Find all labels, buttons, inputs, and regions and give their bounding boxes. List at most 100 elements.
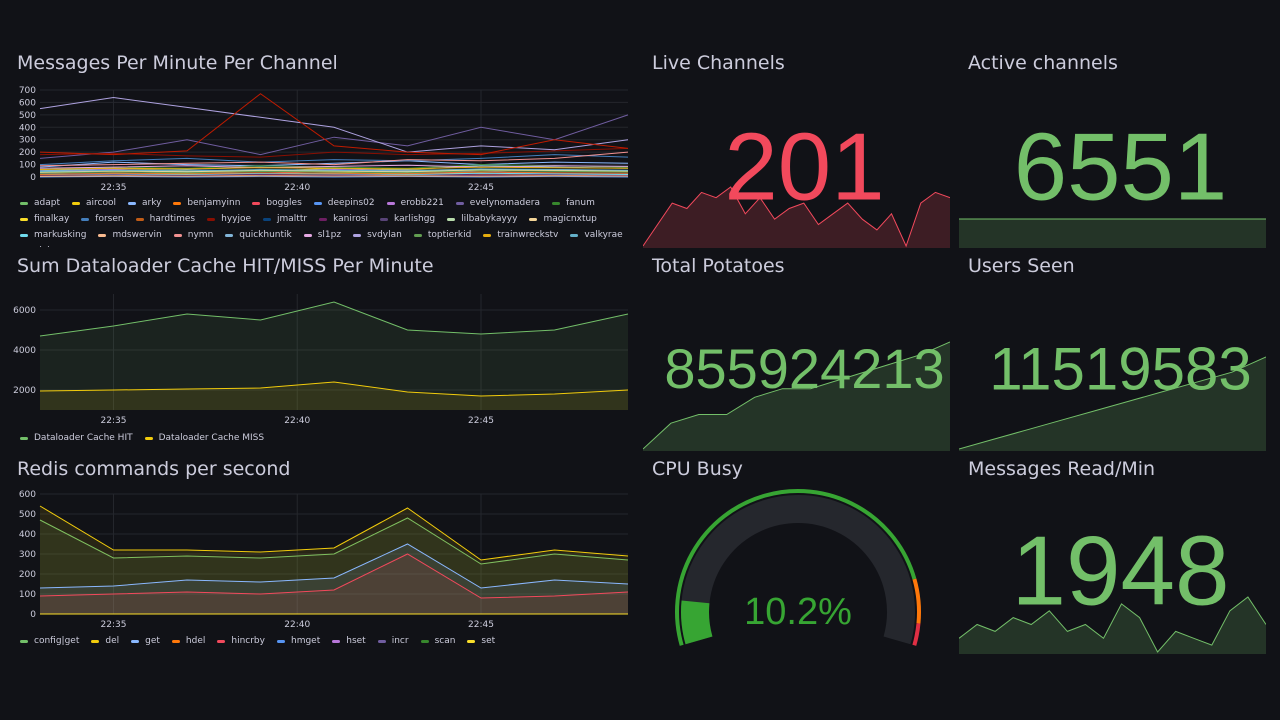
series-line xyxy=(39,93,629,156)
legend-label: Dataloader Cache HIT xyxy=(34,433,133,443)
legend-swatch xyxy=(72,201,80,205)
stat-value: 1948 xyxy=(1011,515,1229,625)
x-tick-label: 22:40 xyxy=(284,183,310,193)
series-line xyxy=(39,151,629,167)
sparkline xyxy=(643,186,950,248)
panel-title: Live Channels xyxy=(652,52,785,74)
legend-label: nymn xyxy=(187,230,214,240)
legend-label: kanirosi xyxy=(333,214,369,224)
series-area xyxy=(40,518,628,614)
series-area xyxy=(40,302,628,410)
series-line xyxy=(39,543,629,589)
legend-item: xqc xyxy=(62,244,92,248)
legend-label: markusking xyxy=(34,230,87,240)
legend-swatch xyxy=(20,217,28,221)
legend-item: hardtimes xyxy=(135,212,196,226)
panel-title: Users Seen xyxy=(968,255,1075,277)
legend: Dataloader Cache HIT Dataloader Cache MIS… xyxy=(20,431,632,445)
gauge-threshold xyxy=(912,578,921,624)
legend-label: lilbabykayyy xyxy=(461,214,518,224)
legend-swatch xyxy=(173,233,182,237)
series-line xyxy=(39,172,629,176)
legend-swatch xyxy=(483,233,492,237)
legend-item: forsen xyxy=(81,212,124,226)
series-line xyxy=(39,168,629,172)
legend-swatch xyxy=(131,639,140,643)
legend: adapt aircool arky benjamyinn boggles deepins… xyxy=(20,196,632,248)
legend-label: config|get xyxy=(34,636,80,646)
legend-label: svdylan xyxy=(367,230,402,240)
legend-swatch xyxy=(144,436,153,440)
legend-item: get xyxy=(131,634,160,648)
panel-title: Redis commands per second xyxy=(17,458,291,480)
series-area xyxy=(40,554,628,614)
legend-label: evelynomadera xyxy=(469,198,540,208)
legend-label: set xyxy=(481,636,496,646)
chart: 2000 4000 6000 22:35 22:40 22:45 xyxy=(13,294,629,426)
legend-label: quickhuntik xyxy=(239,230,292,240)
stat-value: 11519583 xyxy=(989,336,1252,403)
legend-label: deepins02 xyxy=(327,198,375,208)
legend-label: adapt xyxy=(34,198,60,208)
legend-swatch xyxy=(173,201,182,205)
series-line xyxy=(39,164,629,169)
legend-label: valkyrae xyxy=(584,230,623,240)
panel-title: Messages Read/Min xyxy=(968,458,1156,480)
legend-item: finalkay xyxy=(20,212,69,226)
panel: 2000 4000 6000 22:35 22:40 22:45 Dataloader Ca… xyxy=(8,248,638,451)
legend-swatch xyxy=(377,639,386,643)
series-line xyxy=(39,147,629,158)
legend: config|get del get hdel hincrby hmget hset incr… xyxy=(20,634,632,648)
legend-item: fanum xyxy=(551,196,595,210)
y-tick-label: 500 xyxy=(19,111,36,121)
legend-swatch xyxy=(529,217,538,221)
legend-swatch xyxy=(380,217,389,221)
legend-swatch xyxy=(171,639,180,643)
series-line xyxy=(39,160,629,168)
series-line xyxy=(39,173,629,176)
legend-item: benjamyinn xyxy=(173,196,240,210)
legend-label: hardtimes xyxy=(149,214,196,224)
legend-label: aircool xyxy=(86,198,116,208)
stat: 1948 xyxy=(959,515,1266,654)
legend-item: arky xyxy=(127,196,161,210)
series-line xyxy=(39,154,629,166)
legend-item: jmalttr xyxy=(263,212,307,226)
legend-swatch xyxy=(353,233,362,237)
legend-label: hyyjoe xyxy=(221,214,252,224)
legend-item: incr xyxy=(377,634,409,648)
stat: 11519583 xyxy=(959,336,1266,451)
legend-swatch xyxy=(252,201,261,205)
legend-swatch xyxy=(447,217,456,221)
sparkline xyxy=(643,341,950,450)
panel: 6551 Active channels xyxy=(959,45,1266,248)
legend-swatch xyxy=(225,233,234,237)
legend-item: karlishgg xyxy=(380,212,435,226)
legend-swatch xyxy=(91,639,100,643)
series-line xyxy=(39,175,629,178)
y-tick-label: 6000 xyxy=(13,306,36,316)
series-line xyxy=(39,517,629,565)
legend-item: mdswervin xyxy=(98,228,162,242)
series-area xyxy=(40,544,628,614)
y-tick-label: 200 xyxy=(19,148,36,158)
stat-value: 6551 xyxy=(1014,114,1228,221)
panel-title: Sum Dataloader Cache HIT/MISS Per Minute xyxy=(17,255,434,277)
legend-item: hdel xyxy=(171,634,205,648)
panel: 1948 Messages Read/Min xyxy=(959,451,1266,654)
legend-swatch xyxy=(303,233,312,237)
panel: 0 100 200 300 400 500 600 700 22:35 22:40 22:45 ada… xyxy=(8,45,638,248)
y-tick-label: 300 xyxy=(19,550,36,560)
series-line xyxy=(39,114,629,159)
y-tick-label: 200 xyxy=(19,570,36,580)
legend-item: magicnxtup xyxy=(529,212,597,226)
legend-item: boggles xyxy=(252,196,302,210)
y-tick-label: 100 xyxy=(19,590,36,600)
legend-swatch xyxy=(276,639,285,643)
series-line xyxy=(39,301,629,337)
legend-swatch xyxy=(319,217,328,221)
legend-item: del xyxy=(91,634,119,648)
legend-label: hincrby xyxy=(231,636,265,646)
stat: 201 xyxy=(643,114,950,248)
legend-label: magicnxtup xyxy=(543,214,597,224)
